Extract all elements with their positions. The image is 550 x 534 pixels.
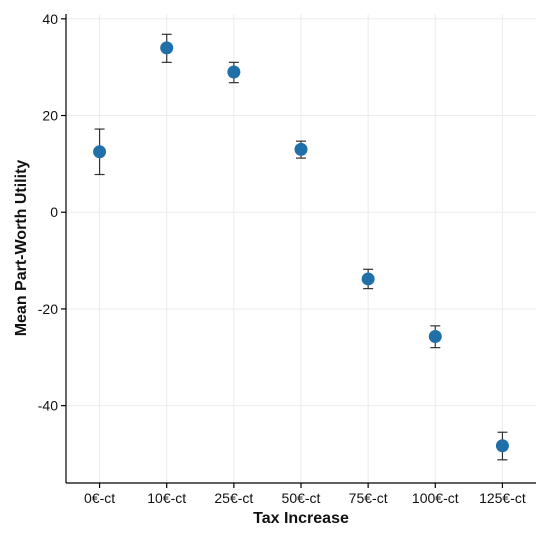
data-point — [160, 41, 174, 55]
x-tick-label: 25€-ct — [214, 490, 253, 506]
data-point — [294, 142, 308, 156]
y-tick-label: 40 — [42, 11, 58, 27]
data-points — [93, 41, 509, 453]
data-point — [495, 439, 509, 453]
y-tick-label: -40 — [38, 398, 58, 414]
y-tick-label: 20 — [42, 108, 58, 124]
x-axis-title: Tax Increase — [253, 510, 349, 527]
grid-layer — [66, 14, 536, 483]
x-tick-label: 50€-ct — [282, 490, 321, 506]
x-tick-label: 125€-ct — [479, 490, 526, 506]
y-tick-label: -20 — [38, 301, 58, 317]
data-point — [227, 65, 241, 79]
x-tick-label: 10€-ct — [147, 490, 186, 506]
data-point — [361, 272, 375, 286]
y-ticks: 40 20 0 -20 -40 — [38, 11, 66, 414]
x-tick-label: 75€-ct — [349, 490, 388, 506]
x-ticks: 0€-ct 10€-ct 25€-ct 50€-ct 75€-ct 100€-ct 125€… — [84, 483, 526, 506]
y-axis-title: Mean Part-Worth Utility — [13, 160, 30, 337]
data-point — [93, 145, 107, 159]
y-tick-label: 0 — [50, 204, 58, 220]
data-point — [428, 329, 442, 343]
x-tick-label: 0€-ct — [84, 490, 115, 506]
x-tick-label: 100€-ct — [412, 490, 459, 506]
